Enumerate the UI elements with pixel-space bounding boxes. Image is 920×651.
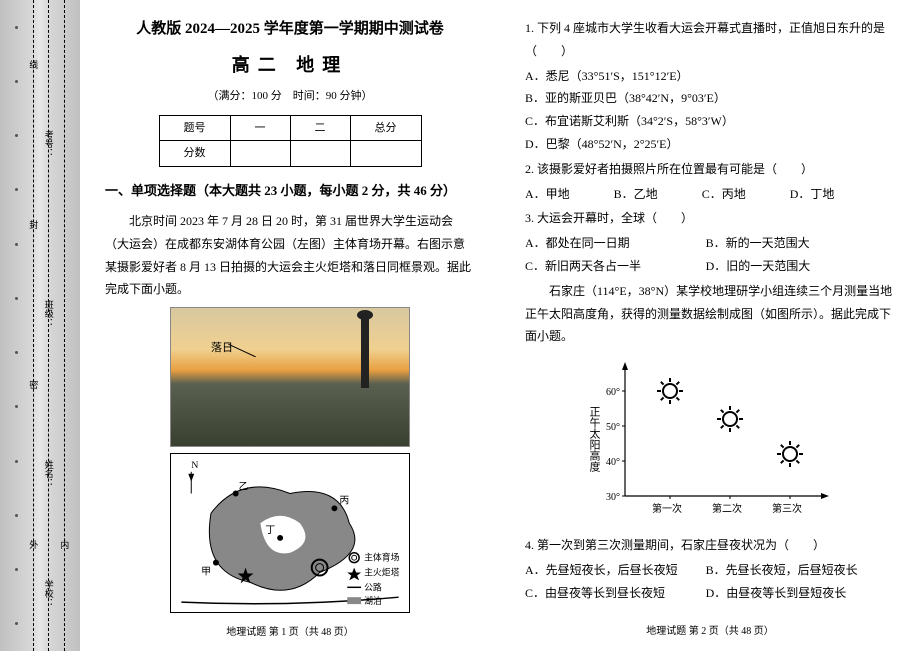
exam-title: 人教版 2024—2025 学年度第一学期期中测试卷: [105, 15, 475, 44]
binding-line-2: 考号： 班级： 姓名： 学校：: [48, 0, 49, 651]
binding-label: 线: [27, 60, 40, 69]
q4-A: A．先昼短夜长，后昼长夜短: [525, 559, 703, 582]
q3-B: B．新的一天范围大: [706, 232, 884, 255]
th: 一: [230, 115, 290, 141]
svg-text:60°: 60°: [606, 387, 620, 398]
q1-B: B．亚的斯亚贝巴（38°42′N，9°03′E）: [525, 87, 895, 110]
table-row: 分数: [159, 141, 421, 167]
svg-text:乙: 乙: [239, 481, 249, 493]
q3-A: A．都处在同一日期: [525, 232, 703, 255]
th: 题号: [159, 115, 230, 141]
solar-altitude-chart: 30° 40° 50° 60° 正午太阳高度 第一次 第二次 第三次: [580, 356, 840, 526]
north-label: N: [191, 460, 198, 471]
q3-stem: 3. 大运会开幕时，全球（ ）: [525, 207, 895, 230]
page-footer: 地理试题 第 1 页（共 48 页）: [105, 617, 475, 642]
svg-text:正午太阳高度: 正午太阳高度: [588, 406, 601, 473]
svg-text:丙: 丙: [339, 496, 349, 507]
q4-C: C．由昼夜等长到昼长夜短: [525, 582, 703, 605]
exam-subtitle: 高二 地理: [105, 48, 475, 82]
svg-text:30°: 30°: [606, 492, 620, 503]
section2-intro: 石家庄（114°E，38°N）某学校地理研学小组连续三个月测量当地正午太阳高度角…: [525, 280, 895, 348]
q4-D: D．由昼夜等长到昼短夜长: [706, 582, 884, 605]
binding-label: 姓名：: [43, 460, 56, 487]
q4-options: A．先昼短夜长，后昼长夜短 B．先昼长夜短，后昼短夜长 C．由昼夜等长到昼长夜短…: [525, 559, 895, 605]
grade: 高二: [232, 55, 284, 75]
subject: 地理: [296, 55, 348, 75]
q2-D: D．丁地: [790, 183, 835, 206]
td: 分数: [159, 141, 230, 167]
q1-A: A．悉尼（33°51′S，151°12′E）: [525, 65, 895, 88]
q3-options: A．都处在同一日期 B．新的一天范围大 C．新旧两天各占一半 D．旧的一天范围大: [525, 232, 895, 278]
binding-label: 学校：: [43, 580, 56, 607]
page-1: 人教版 2024—2025 学年度第一学期期中测试卷 高二 地理 （满分：100…: [80, 0, 500, 651]
q2-C: C．丙地: [702, 183, 746, 206]
binding-label: 封: [27, 220, 40, 229]
q2-A: A．甲地: [525, 183, 570, 206]
th: 总分: [350, 115, 421, 141]
svg-text:第三次: 第三次: [772, 502, 802, 515]
torch-tower-icon: [361, 318, 369, 388]
td: [230, 141, 290, 167]
q4-B: B．先昼长夜短，后昼短夜长: [706, 559, 884, 582]
exam-meta: （满分：100 分 时间：90 分钟）: [105, 86, 475, 107]
sunset-photo: 落日: [170, 307, 410, 447]
th: 二: [290, 115, 350, 141]
binding-dots: [15, 0, 18, 651]
section-title: 一、单项选择题（本大题共 23 小题，每小题 2 分，共 46 分）: [105, 179, 475, 204]
exam-header: 人教版 2024—2025 学年度第一学期期中测试卷 高二 地理 （满分：100…: [105, 15, 475, 167]
intro-paragraph: 北京时间 2023 年 7 月 28 日 20 时，第 31 届世界大学生运动会…: [105, 210, 475, 301]
binding-label: 考号：: [43, 130, 56, 157]
td: [290, 141, 350, 167]
q4-stem: 4. 第一次到第三次测量期间，石家庄昼夜状况为（ ）: [525, 534, 895, 557]
binding-label: 密: [27, 380, 40, 389]
score-table: 题号 一 二 总分 分数: [159, 115, 422, 168]
q3-D: D．旧的一天范围大: [706, 255, 884, 278]
binding-label: 班级：: [43, 300, 56, 327]
svg-text:湖泊: 湖泊: [364, 596, 382, 606]
q1-options: A．悉尼（33°51′S，151°12′E） B．亚的斯亚贝巴（38°42′N，…: [525, 65, 895, 156]
q1-stem: 1. 下列 4 座城市大学生收看大运会开幕式直播时，正值旭日东升的是（ ）: [525, 17, 895, 63]
q1-C: C．布宜诺斯艾利斯（34°2′S，58°3′W）: [525, 110, 895, 133]
svg-text:第二次: 第二次: [712, 502, 742, 515]
sunset-label: 落日: [211, 338, 233, 359]
svg-text:50°: 50°: [606, 422, 620, 433]
q3-C: C．新旧两天各占一半: [525, 255, 703, 278]
table-row: 题号 一 二 总分: [159, 115, 421, 141]
svg-text:第一次: 第一次: [652, 502, 682, 515]
page-footer: 地理试题 第 2 页（共 48 页）: [525, 616, 895, 641]
svg-text:甲: 甲: [201, 567, 211, 578]
svg-text:40°: 40°: [606, 457, 620, 468]
binding-label: 内: [58, 540, 71, 549]
svg-text:丁: 丁: [265, 525, 275, 536]
svg-text:主火炬塔: 主火炬塔: [364, 567, 400, 578]
binding-margin: 线 封 密 外 考号： 班级： 姓名： 学校： 内: [0, 0, 80, 651]
binding-line-3: 内: [64, 0, 65, 651]
binding-label: 外: [27, 540, 40, 549]
venue-map: N 甲 乙 丙 丁 主体育场 主火炬塔 公路: [170, 453, 410, 613]
q2-stem: 2. 该摄影爱好者拍摄照片所在位置最有可能是（ ）: [525, 158, 895, 181]
q1-D: D．巴黎（48°52′N，2°25′E）: [525, 133, 895, 156]
td: [350, 141, 421, 167]
page-2: 1. 下列 4 座城市大学生收看大运会开幕式直播时，正值旭日东升的是（ ） A．…: [500, 0, 920, 651]
binding-line-1: 线 封 密 外: [33, 0, 34, 651]
svg-text:公路: 公路: [364, 582, 382, 593]
svg-text:主体育场: 主体育场: [364, 552, 400, 563]
q2-options: A．甲地 B．乙地 C．丙地 D．丁地: [525, 183, 895, 206]
q2-B: B．乙地: [614, 183, 658, 206]
